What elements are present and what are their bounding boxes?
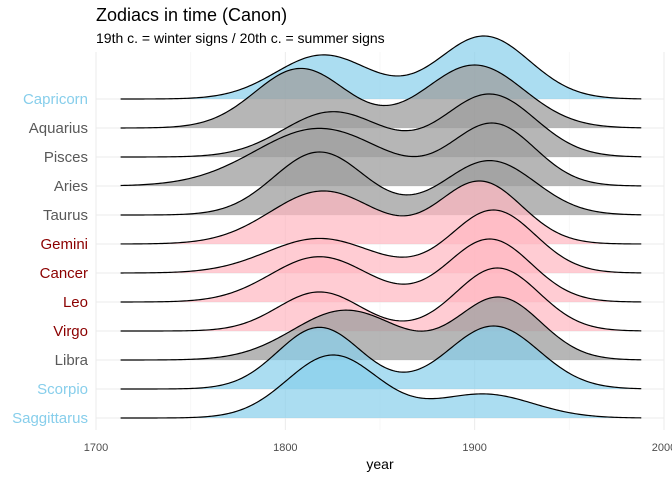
ridge-line-pisces bbox=[120, 93, 642, 158]
ridge-line-taurus bbox=[120, 151, 642, 216]
y-label-leo: Leo bbox=[63, 294, 88, 311]
y-label-aries: Aries bbox=[54, 178, 88, 195]
y-label-taurus: Taurus bbox=[43, 207, 88, 224]
ridge-line-virgo bbox=[120, 267, 642, 332]
y-label-virgo: Virgo bbox=[53, 323, 88, 340]
y-label-aquarius: Aquarius bbox=[29, 120, 88, 137]
x-axis-title: year bbox=[366, 456, 394, 472]
ridge-line-saggittarus bbox=[120, 354, 642, 419]
ridge-line-capricorn bbox=[120, 35, 642, 100]
ridge-line-leo bbox=[120, 238, 642, 303]
ridge-line-gemini bbox=[120, 180, 642, 245]
chart-title: Zodiacs in time (Canon) bbox=[96, 5, 287, 25]
y-label-saggittarus: Saggittarus bbox=[12, 410, 88, 427]
y-label-pisces: Pisces bbox=[44, 149, 88, 166]
ridges bbox=[120, 35, 642, 419]
ridge-line-aquarius bbox=[120, 64, 642, 129]
ridge-saggittarus bbox=[120, 354, 642, 419]
chart-subtitle: 19th c. = winter signs / 20th c. = summe… bbox=[96, 30, 385, 46]
ridge-line-cancer bbox=[120, 209, 642, 274]
ridge-line-scorpio bbox=[120, 325, 642, 390]
x-tick-label: 1700 bbox=[84, 442, 108, 454]
y-label-scorpio: Scorpio bbox=[37, 381, 88, 398]
y-label-cancer: Cancer bbox=[40, 265, 88, 282]
y-label-gemini: Gemini bbox=[40, 236, 88, 253]
ridge-scorpio bbox=[120, 325, 642, 390]
y-axis-labels: Capricorn Aquarius Pisces Aries Taurus Gemini… bbox=[12, 91, 89, 427]
ridge-line-libra bbox=[120, 296, 642, 361]
x-tick-label: 1800 bbox=[273, 442, 297, 454]
x-tick-label: 1900 bbox=[462, 442, 486, 454]
ridge-area-saggittarus bbox=[120, 355, 642, 418]
ridge-line-aries bbox=[120, 122, 642, 187]
x-axis-ticks: 1700 1800 1900 2000 bbox=[84, 442, 672, 454]
x-tick-label: 2000 bbox=[652, 442, 672, 454]
y-label-libra: Libra bbox=[55, 352, 89, 369]
y-label-capricorn: Capricorn bbox=[23, 91, 88, 108]
